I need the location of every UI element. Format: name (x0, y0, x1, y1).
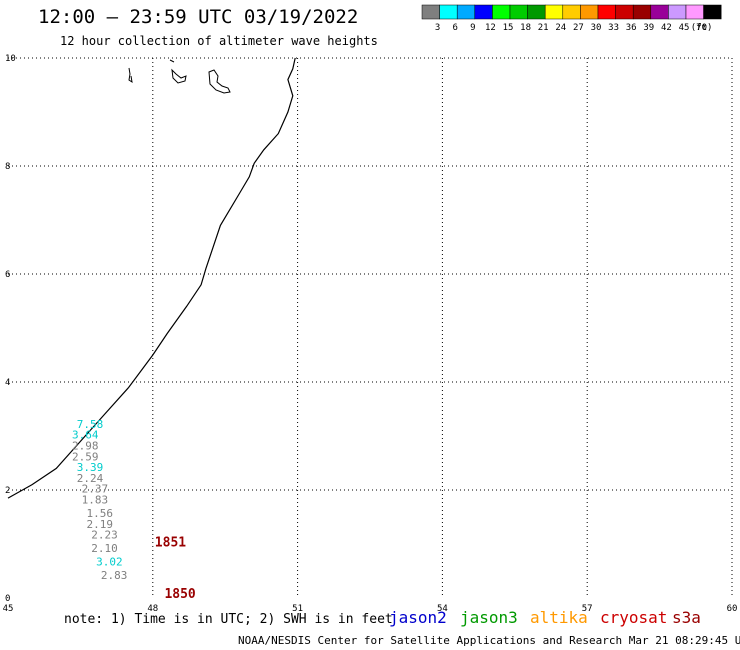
coastline (7, 57, 296, 499)
colorbar-label: 27 (573, 23, 584, 33)
colorbar-label: 30 (591, 23, 602, 33)
island-2 (169, 59, 187, 84)
wave-height-label: 2.24 (77, 472, 104, 485)
colorbar-swatch (580, 4, 599, 20)
wave-height-label: 2.59 (72, 450, 99, 463)
colorbar-swatch (615, 4, 634, 20)
satellite-legend-jason2: jason2 (389, 608, 447, 627)
colorbar-swatch (668, 4, 687, 20)
plot-grid (8, 57, 733, 598)
footer-credit: NOAA/NESDIS Center for Satellite Applica… (238, 634, 740, 647)
wave-height-label: 2.23 (91, 529, 118, 542)
colorbar-swatch (562, 4, 581, 20)
satellite-legend-altika: altika (530, 608, 588, 627)
satellite-legend-cryosat: cryosat (600, 608, 668, 627)
colorbar-swatch (509, 4, 528, 20)
wave-height-label: 3.39 (77, 461, 104, 474)
colorbar-label: 9 (470, 23, 475, 33)
x-tick-label: 48 (147, 604, 158, 614)
wave-height-label: 1.56 (86, 507, 113, 520)
y-tick-label: 2 (5, 486, 10, 496)
colorbar-swatch (632, 4, 652, 20)
wave-height-label: 2.98 (72, 440, 99, 453)
colorbar-swatch (650, 4, 669, 20)
colorbar-label: 21 (538, 23, 549, 33)
y-tick-label: 0 (5, 594, 10, 604)
wave-height-label: 1.83 (82, 494, 109, 507)
colorbar-label: 12 (485, 23, 496, 33)
colorbar-swatch (703, 4, 722, 20)
colorbar-swatch (544, 4, 564, 20)
wave-height-label: 2.37 (82, 483, 109, 496)
island-1 (128, 67, 133, 84)
colorbar-swatch (439, 4, 458, 20)
pass-labels: 1851 1850 (155, 536, 196, 602)
colorbar-label: 24 (555, 23, 566, 33)
colorbar-label: (ft) (691, 23, 713, 33)
colorbar-swatch (456, 4, 476, 20)
wave-height-label: 7.58 (77, 418, 104, 431)
colorbar-swatch (492, 4, 511, 20)
colorbar-label: 70 (696, 23, 707, 33)
chart-subtitle: 12 hour collection of altimeter wave hei… (60, 34, 378, 48)
colorbar-label: 42 (661, 23, 672, 33)
x-tick-label: 51 (292, 604, 303, 614)
wave-height-label: 2.19 (86, 518, 113, 531)
y-tick-label: 4 (5, 378, 10, 388)
wave-height-label: 3.64 (72, 429, 99, 442)
wave-height-label: 3.02 (96, 556, 123, 569)
colorbar-label: 36 (626, 23, 637, 33)
colorbar-swatch (527, 4, 546, 20)
island-outlines (128, 59, 231, 94)
x-tick-label: 57 (582, 604, 593, 614)
wave-height-label: 2.83 (101, 569, 128, 582)
colorbar-label: 3 (435, 23, 440, 33)
colorbar-swatch (685, 4, 704, 20)
footer-note: note: 1) Time is in UTC; 2) SWH is in fe… (64, 612, 393, 627)
y-tick-label: 6 (5, 270, 10, 280)
colorbar-label: 33 (608, 23, 619, 33)
pass-number-label: 1850 (164, 587, 195, 602)
wave-height-label: 2.10 (91, 542, 118, 555)
island-3 (208, 69, 231, 94)
colorbar-label: 18 (520, 23, 531, 33)
chart-title: 12:00 – 23:59 UTC 03/19/2022 (38, 6, 359, 28)
colorbar-swatch (597, 4, 616, 20)
colorbar-swatch (421, 4, 440, 20)
axis-ticks: 45 48 51 54 57 60 0 2 4 6 8 10 (3, 54, 738, 614)
colorbar-label: 39 (643, 23, 654, 33)
colorbar-swatch (474, 4, 493, 20)
y-tick-label: 10 (5, 54, 16, 64)
y-tick-label: 8 (5, 162, 10, 172)
colorbar-label: 45 (679, 23, 690, 33)
satellite-legend-jason3: jason3 (460, 608, 518, 627)
x-tick-label: 45 (3, 604, 14, 614)
x-tick-label: 60 (727, 604, 738, 614)
colorbar-label: 6 (452, 23, 457, 33)
x-tick-label: 54 (437, 604, 448, 614)
pass-number-label: 1851 (155, 536, 186, 551)
colorbar-legend: 3 6 9 12 15 18 21 24 27 30 33 36 39 42 45 70(ft) (421, 4, 722, 33)
colorbar-label: 15 (503, 23, 514, 33)
wave-height-points: 7.583.642.982.593.392.242.371.831.562.19… (72, 418, 127, 582)
satellite-legend-s3a: s3a (672, 608, 701, 627)
